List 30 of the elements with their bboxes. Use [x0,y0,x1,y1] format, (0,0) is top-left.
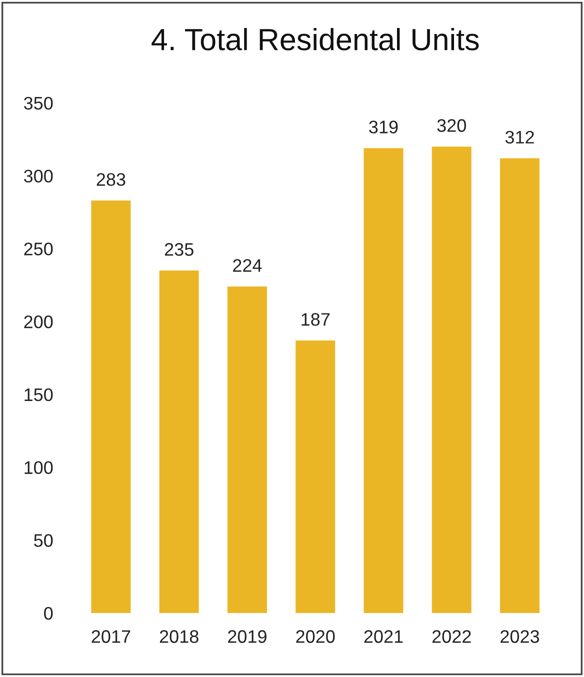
x-tick-label: 2021 [364,630,403,643]
y-tick-label: 50 [34,534,53,547]
y-tick-label: 300 [24,170,53,182]
y-tick-label: 150 [24,388,53,402]
x-tick-label: 2018 [160,630,198,643]
x-tick-label: 2017 [92,630,130,643]
bar [500,158,540,614]
data-label: 224 [233,259,262,272]
bar [296,340,336,614]
bar [91,200,131,614]
data-label: 312 [505,130,534,144]
bar [159,270,199,614]
data-label: 187 [302,313,330,326]
x-tick-label: 2022 [432,630,471,643]
chart-title: 4. Total Residental Units [152,28,479,50]
x-tick-label: 2019 [228,630,266,643]
bar [364,148,404,614]
y-tick-label: 250 [24,242,53,256]
data-label: 235 [164,243,194,256]
data-label: 319 [369,120,398,134]
y-tick-label: 0 [44,606,53,620]
bar [227,286,267,614]
x-tick-label: 2023 [500,630,540,643]
y-tick-label: 350 [24,96,53,110]
y-tick-label: 200 [24,315,53,328]
x-tick-label: 2020 [296,630,335,643]
data-label: 320 [437,119,466,132]
y-tick-label: 100 [24,461,53,474]
data-label: 283 [96,173,126,186]
bar [432,146,472,614]
